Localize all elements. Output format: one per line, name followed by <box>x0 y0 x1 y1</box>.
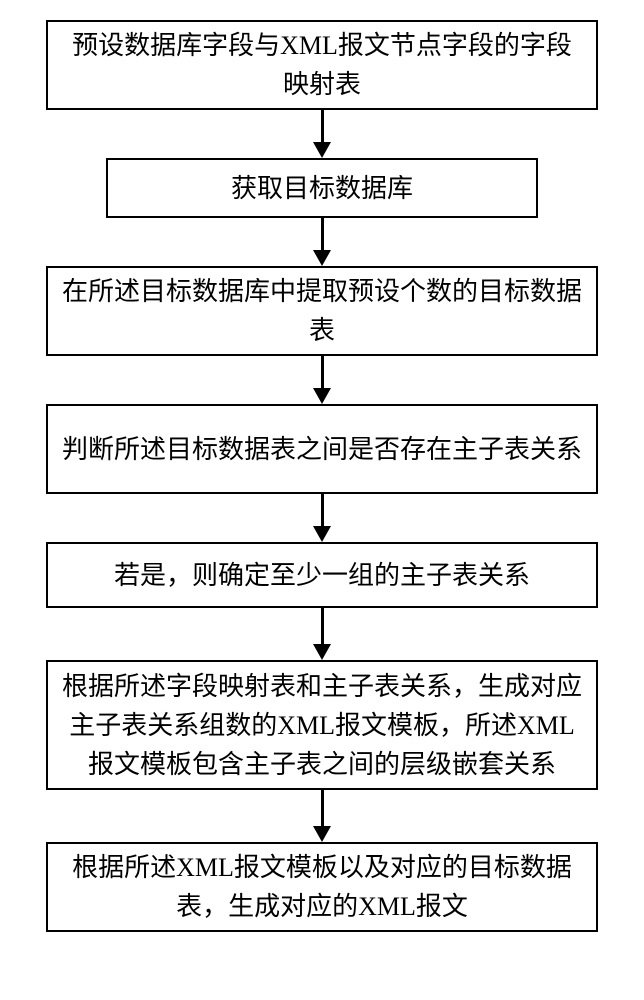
flow-step-6: 根据所述字段映射表和主子表关系，生成对应主子表关系组数的XML报文模板，所述XM… <box>46 660 598 790</box>
flow-arrow-5 <box>321 608 324 644</box>
flow-step-5: 若是，则确定至少一组的主子表关系 <box>46 542 598 608</box>
flow-arrow-1 <box>321 110 324 142</box>
flow-arrow-2 <box>321 218 324 250</box>
flow-step-2: 获取目标数据库 <box>106 158 538 218</box>
flow-arrowhead-2 <box>313 250 331 266</box>
flowchart-canvas: 预设数据库字段与XML报文节点字段的字段映射表获取目标数据库在所述目标数据库中提… <box>0 0 644 1000</box>
flow-step-7: 根据所述XML报文模板以及对应的目标数据表，生成对应的XML报文 <box>46 842 598 932</box>
flow-arrowhead-4 <box>313 526 331 542</box>
flow-step-4: 判断所述目标数据表之间是否存在主子表关系 <box>46 404 598 494</box>
flow-arrow-4 <box>321 494 324 526</box>
flow-arrowhead-3 <box>313 388 331 404</box>
flow-arrowhead-6 <box>313 826 331 842</box>
flow-arrowhead-5 <box>313 644 331 660</box>
flow-arrow-6 <box>321 790 324 826</box>
flow-arrowhead-1 <box>313 142 331 158</box>
flow-step-1: 预设数据库字段与XML报文节点字段的字段映射表 <box>46 20 598 110</box>
flow-step-3: 在所述目标数据库中提取预设个数的目标数据表 <box>46 266 598 356</box>
flow-arrow-3 <box>321 356 324 388</box>
